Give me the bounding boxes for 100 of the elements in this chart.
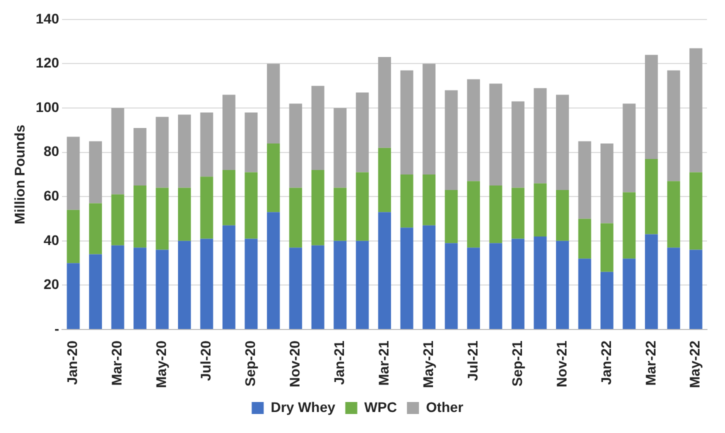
bar bbox=[378, 148, 392, 212]
bar bbox=[489, 84, 502, 186]
legend-label: Other bbox=[426, 398, 464, 415]
bar bbox=[600, 223, 614, 272]
x-tick-label: Nov-21 bbox=[553, 340, 570, 388]
bar bbox=[534, 236, 547, 330]
bar bbox=[644, 158, 658, 234]
bar bbox=[512, 238, 524, 330]
bar bbox=[444, 243, 458, 330]
bar bbox=[578, 218, 592, 259]
bar bbox=[444, 190, 458, 244]
bar bbox=[222, 225, 236, 330]
bar bbox=[89, 254, 102, 330]
x-tick-label: Mar-22 bbox=[642, 340, 658, 386]
bar bbox=[356, 92, 369, 172]
bar bbox=[266, 212, 280, 330]
bar bbox=[289, 188, 302, 248]
x-tick-label: Sep-21 bbox=[508, 340, 525, 386]
bar bbox=[689, 48, 702, 172]
x-tick-label: Mar-20 bbox=[108, 340, 125, 386]
bar bbox=[400, 174, 414, 228]
bar bbox=[156, 250, 169, 330]
bar bbox=[489, 243, 502, 330]
y-tick-label: 120 bbox=[36, 54, 60, 71]
bar bbox=[289, 104, 302, 188]
bar bbox=[422, 64, 436, 174]
y-tick-label: - bbox=[54, 320, 60, 336]
bar bbox=[467, 248, 480, 330]
bar bbox=[422, 174, 436, 226]
bar bbox=[134, 128, 146, 186]
bar bbox=[400, 228, 414, 330]
bar bbox=[556, 240, 569, 330]
bar bbox=[66, 210, 80, 264]
bar bbox=[667, 181, 680, 248]
bar bbox=[667, 248, 680, 330]
bar bbox=[244, 238, 258, 330]
y-tick-label: 140 bbox=[36, 10, 60, 26]
bar bbox=[111, 245, 124, 330]
bar bbox=[512, 101, 524, 188]
bar bbox=[534, 88, 547, 184]
bar bbox=[556, 94, 569, 190]
bar bbox=[600, 143, 614, 224]
bar bbox=[467, 79, 480, 182]
bar bbox=[334, 240, 347, 330]
bar bbox=[178, 240, 191, 330]
x-tick-label: Jul-21 bbox=[464, 340, 480, 381]
bar bbox=[334, 188, 347, 241]
bar bbox=[244, 172, 258, 239]
bar bbox=[644, 234, 658, 330]
bar bbox=[578, 258, 592, 330]
bar bbox=[334, 108, 347, 188]
bar bbox=[534, 183, 547, 236]
legend-label: Dry Whey bbox=[270, 398, 336, 415]
bar bbox=[311, 86, 324, 170]
bar bbox=[378, 57, 392, 148]
x-tick-label: Sep-20 bbox=[242, 340, 258, 386]
x-tick-label: Jan-20 bbox=[64, 340, 80, 385]
y-tick-label: 20 bbox=[44, 276, 60, 292]
x-tick-label: May-20 bbox=[153, 340, 170, 388]
bar bbox=[156, 116, 169, 188]
bar bbox=[512, 188, 524, 239]
bar bbox=[356, 172, 369, 241]
y-tick-label: 100 bbox=[36, 98, 60, 115]
bar bbox=[311, 245, 324, 330]
bar bbox=[356, 240, 369, 330]
bar bbox=[266, 143, 280, 212]
bar bbox=[89, 203, 102, 254]
bar bbox=[200, 176, 214, 239]
bar bbox=[667, 70, 680, 182]
y-tick-label: 80 bbox=[44, 143, 60, 160]
bar bbox=[311, 170, 324, 246]
bar bbox=[134, 186, 146, 248]
bar bbox=[689, 250, 702, 330]
bar bbox=[156, 188, 169, 250]
bar bbox=[289, 248, 302, 330]
y-tick-label: 60 bbox=[44, 187, 60, 204]
bar bbox=[134, 248, 146, 330]
x-tick-label: Jan-21 bbox=[330, 340, 347, 385]
bar bbox=[600, 272, 614, 330]
x-tick-label: Jul-20 bbox=[198, 340, 214, 381]
x-tick-label: Nov-20 bbox=[286, 340, 302, 388]
x-tick-label: Mar-21 bbox=[375, 340, 392, 386]
bar bbox=[178, 114, 191, 188]
bar bbox=[89, 141, 102, 204]
bar bbox=[244, 112, 258, 172]
x-tick-label: May-22 bbox=[686, 340, 703, 388]
bar bbox=[622, 258, 636, 330]
bar bbox=[422, 225, 436, 330]
bar bbox=[222, 170, 236, 226]
bar bbox=[178, 188, 191, 241]
bar bbox=[66, 136, 80, 210]
bar bbox=[200, 238, 214, 330]
bar bbox=[578, 141, 592, 219]
y-axis-title: Million Pounds bbox=[11, 124, 28, 224]
x-tick-label: May-21 bbox=[420, 340, 436, 388]
bar bbox=[622, 192, 636, 259]
bar bbox=[400, 70, 414, 174]
bar bbox=[489, 186, 502, 244]
bar bbox=[622, 104, 636, 192]
bar bbox=[200, 112, 214, 177]
